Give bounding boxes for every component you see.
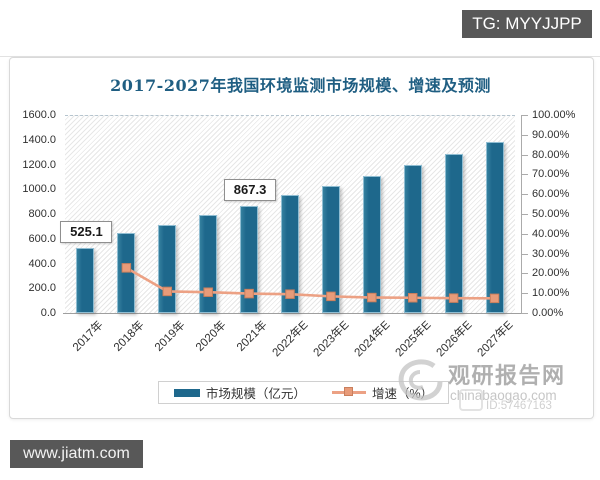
right-axis-tick-label: 70.00%: [532, 168, 570, 181]
watermark-site-text: chinabaogao.com: [450, 388, 557, 403]
right-axis-tick-label: 30.00%: [532, 247, 570, 260]
tg-watermark-badge: TG: MYYJJPP: [462, 10, 592, 38]
left-axis-tick-label: 0.0: [40, 307, 56, 319]
bar-2018年: [117, 233, 136, 313]
bar-2025年E: [403, 165, 422, 313]
watermark-brand-text: 观研报告网: [448, 363, 566, 388]
right-axis-tick-mark: [521, 154, 528, 156]
right-axis-tick-label: 80.00%: [532, 148, 570, 161]
right-axis-tick-label: 10.00%: [532, 287, 570, 300]
bar-2019年: [158, 224, 177, 313]
right-axis-tick-mark: [521, 233, 528, 235]
bar-2024年E: [362, 175, 381, 313]
right-axis-tick-mark: [521, 134, 528, 136]
right-axis-tick-mark: [521, 293, 528, 295]
bar-2017年: [76, 248, 95, 313]
left-axis-tick-label: 800.0: [28, 208, 56, 220]
right-axis-tick-mark: [521, 174, 528, 176]
watermark-stamp-icon: [459, 389, 483, 411]
right-axis-tick-mark: [521, 273, 528, 275]
data-label-box: 867.3: [224, 178, 277, 201]
left-axis-tick-label: 600.0: [28, 232, 56, 245]
right-axis-tick-label: 20.00%: [532, 267, 570, 280]
x-axis-line: [63, 313, 528, 314]
top-divider-line: [0, 56, 600, 57]
bar-2023年E: [321, 185, 340, 313]
left-axis-tick-label: 1000.0: [22, 183, 56, 196]
left-axis-tick-label: 400.0: [28, 257, 56, 270]
bar-2022年E: [281, 195, 299, 313]
chart-title: 2017-2027年我国环境监测市场规模、增速及预测: [110, 76, 491, 95]
right-axis-tick-mark: [521, 214, 528, 215]
right-axis-tick-label: 60.00%: [532, 188, 570, 201]
watermark-id-text: ID:57467163: [486, 400, 552, 412]
left-axis-tick-label: 1400.0: [22, 133, 56, 146]
right-axis-tick-label: 40.00%: [532, 227, 570, 240]
data-label-box: 525.1: [60, 221, 113, 244]
legend: 市场规模（亿元） 增速（%）: [158, 381, 449, 404]
legend-bar-swatch-icon: [173, 388, 200, 397]
right-axis-tick-mark: [521, 115, 528, 116]
left-axis-tick-label: 1200.0: [22, 158, 56, 171]
right-axis-tick-label: 100.00%: [532, 109, 576, 121]
right-axis-tick-label: 90.00%: [532, 128, 570, 141]
watermark-swirl-logo-icon: [398, 359, 443, 401]
right-axis-tick-label: 50.00%: [532, 208, 570, 220]
left-axis-tick-label: 1600.0: [22, 109, 56, 121]
site-watermark-badge: www.jiatm.com: [10, 440, 143, 468]
legend-bar-label: 市场规模（亿元）: [205, 387, 306, 401]
right-axis-tick-mark: [521, 194, 528, 196]
bar-2027年E: [485, 142, 504, 313]
bar-2020年: [199, 215, 218, 313]
bar-2026年E: [444, 153, 463, 313]
right-axis-tick-mark: [521, 313, 528, 314]
right-axis-tick-mark: [521, 253, 528, 255]
right-axis-tick-label: 0.00%: [532, 307, 564, 319]
left-axis-tick-label: 200.0: [28, 282, 56, 295]
bar-2021年: [240, 205, 259, 313]
legend-line-swatch-icon: [331, 387, 366, 396]
